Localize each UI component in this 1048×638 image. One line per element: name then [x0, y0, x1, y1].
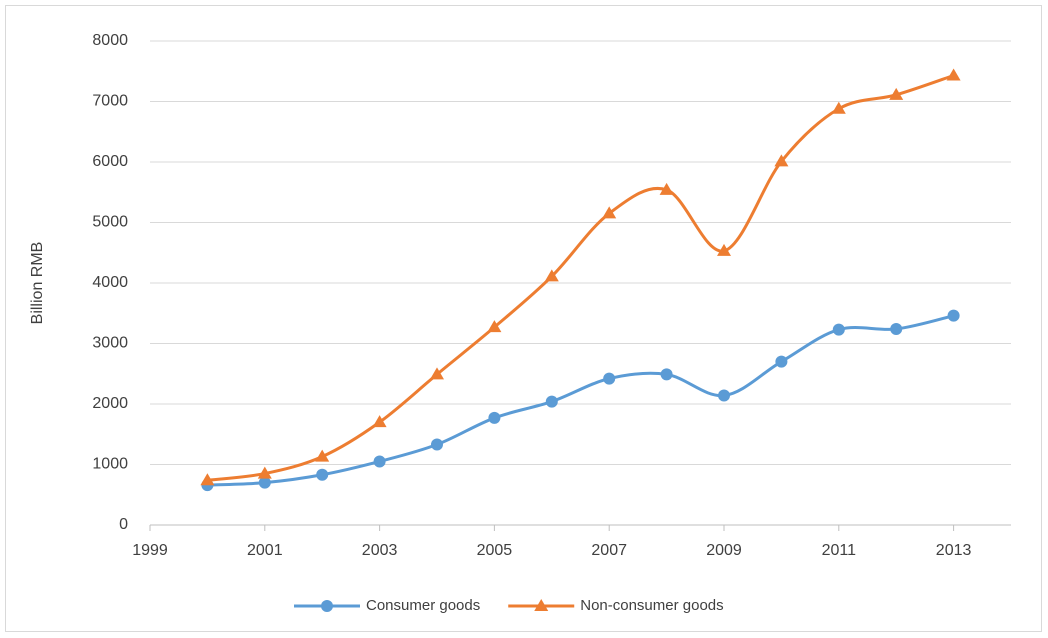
marker	[660, 368, 673, 381]
marker	[321, 600, 333, 612]
marker	[258, 476, 271, 489]
series-line	[207, 314, 954, 487]
x-tick-label: 2003	[362, 542, 398, 559]
marker	[718, 389, 730, 402]
legend-label: Consumer goods	[366, 597, 480, 614]
marker	[545, 395, 558, 408]
marker	[430, 367, 444, 380]
x-tick-label: 2009	[706, 542, 742, 559]
x-tick-label: 2011	[822, 542, 857, 559]
chart-border	[5, 5, 1042, 632]
y-tick-label: 5000	[92, 214, 128, 231]
marker	[544, 269, 559, 282]
marker	[316, 468, 329, 481]
marker	[659, 182, 674, 195]
x-tick-label: 2001	[247, 542, 283, 559]
marker	[890, 322, 903, 335]
series-line	[207, 74, 955, 482]
marker	[257, 466, 272, 479]
x-tick-label: 2013	[936, 542, 972, 559]
marker	[487, 320, 502, 333]
marker	[602, 206, 617, 219]
y-tick-label: 4000	[92, 274, 128, 291]
marker	[717, 243, 731, 256]
marker	[431, 438, 443, 451]
marker	[774, 154, 789, 167]
y-tick-label: 3000	[92, 335, 128, 352]
y-tick-label: 0	[119, 516, 128, 533]
y-tick-label: 6000	[92, 153, 128, 170]
marker	[946, 68, 961, 81]
x-tick-label: 2005	[477, 542, 513, 559]
marker	[200, 473, 215, 486]
marker	[603, 372, 616, 385]
marker	[373, 455, 386, 468]
y-tick-label: 8000	[92, 32, 128, 49]
marker	[831, 101, 846, 114]
y-tick-label: 1000	[92, 456, 128, 473]
marker	[372, 415, 387, 428]
marker	[775, 355, 788, 368]
marker	[315, 449, 330, 462]
marker	[488, 411, 501, 424]
marker	[947, 309, 960, 322]
marker	[889, 87, 904, 100]
y-axis-label: Billion RMB	[29, 242, 46, 325]
x-tick-label: 2007	[591, 542, 627, 559]
legend-label: Non-consumer goods	[580, 597, 723, 614]
x-tick-label: 1999	[132, 542, 168, 559]
y-tick-label: 7000	[92, 93, 128, 110]
marker	[534, 599, 549, 611]
y-tick-label: 2000	[92, 395, 128, 412]
marker	[832, 323, 845, 336]
